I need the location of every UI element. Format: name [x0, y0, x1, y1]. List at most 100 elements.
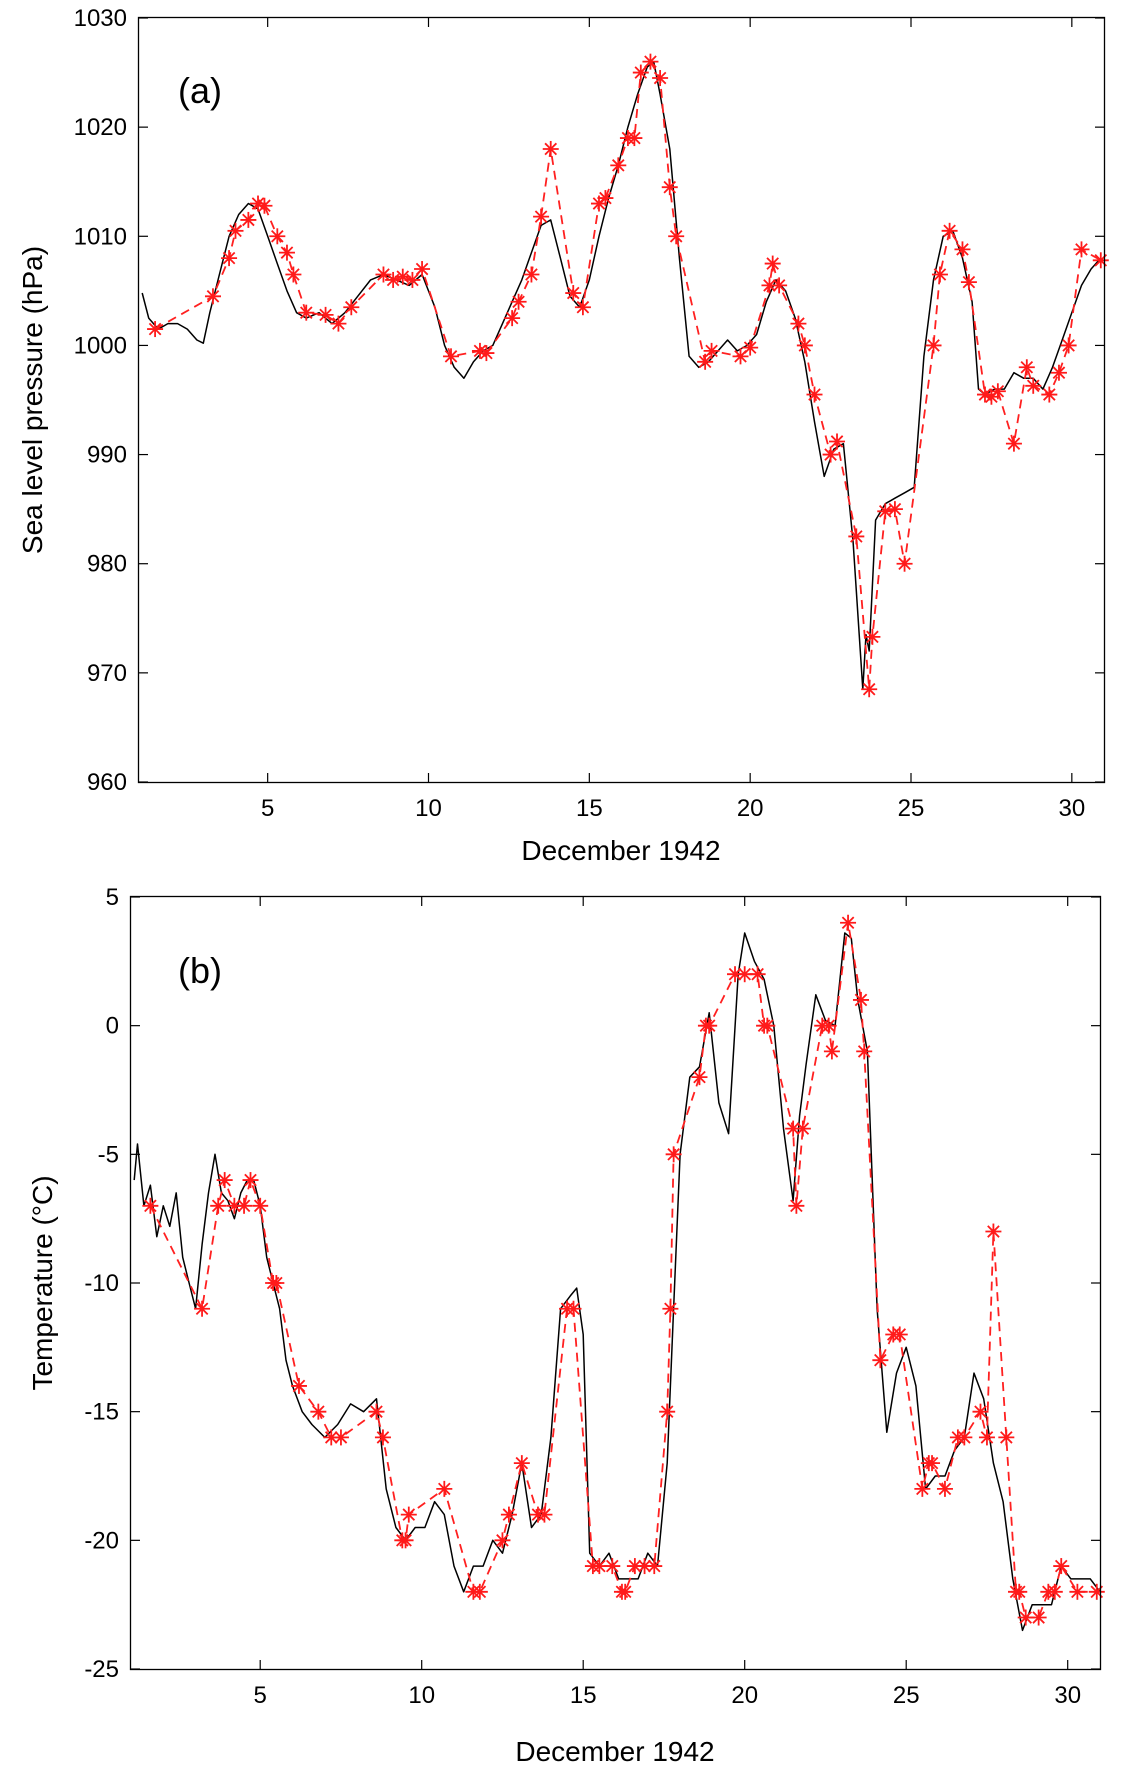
asterisk-marker: [806, 386, 823, 403]
asterisk-marker: [574, 299, 591, 316]
asterisk-marker: [852, 991, 869, 1008]
asterisk-marker: [662, 1300, 679, 1317]
x-tick-label: 30: [1054, 1682, 1081, 1709]
asterisk-marker: [332, 1429, 349, 1446]
x-tick-label: 20: [737, 795, 764, 822]
x-tick-label: 15: [576, 795, 603, 822]
asterisk-marker: [147, 321, 164, 338]
asterisk-marker: [610, 157, 627, 174]
x-tick-label: 5: [261, 795, 274, 822]
y-tick-label: 0: [106, 1013, 119, 1040]
panel-b-temperature-chart: (b) 5 10 15 20 25 30 -25 -20 -15 -10 -5 0 5 December…: [27, 884, 1105, 1767]
asterisk-marker: [697, 353, 714, 370]
asterisk-marker: [252, 1197, 269, 1214]
asterisk-marker: [856, 1043, 873, 1060]
asterisk-marker: [829, 433, 846, 450]
panel-a-tick-labels: 5 10 15 20 25 30 960 970 980 990 1000 1010 1020 1030: [74, 5, 1086, 822]
asterisk-marker: [840, 914, 857, 931]
asterisk-marker: [626, 130, 643, 147]
asterisk-marker: [872, 1352, 889, 1369]
x-tick-label: 10: [408, 1682, 435, 1709]
asterisk-marker: [414, 261, 431, 278]
asterisk-marker: [861, 681, 878, 698]
asterisk-marker: [931, 266, 948, 283]
asterisk-marker: [914, 1480, 931, 1497]
y-tick-label: 1020: [74, 114, 127, 141]
asterisk-marker: [864, 628, 881, 645]
asterisk-marker: [954, 241, 971, 258]
asterisk-marker: [703, 342, 720, 359]
asterisk-marker: [597, 190, 614, 207]
y-tick-label: 1000: [74, 332, 127, 359]
asterisk-marker: [1025, 377, 1042, 394]
asterisk-marker: [972, 1403, 989, 1420]
asterisk-marker: [652, 70, 669, 87]
asterisk-marker: [759, 1017, 776, 1034]
asterisk-marker: [1069, 1583, 1086, 1600]
panel-b-x-axis-title: December 1942: [515, 1736, 714, 1767]
panel-a-y-axis-title: Sea level pressure (hPa): [17, 246, 48, 554]
asterisk-marker: [330, 315, 347, 332]
asterisk-marker: [632, 64, 649, 81]
asterisk-marker: [533, 208, 550, 225]
asterisk-marker: [204, 288, 221, 305]
y-tick-label: 990: [87, 442, 127, 469]
asterisk-marker: [536, 1506, 553, 1523]
asterisk-marker: [924, 1455, 941, 1472]
asterisk-marker: [925, 337, 942, 354]
y-tick-label: -25: [84, 1656, 119, 1683]
x-tick-label: 15: [570, 1682, 597, 1709]
asterisk-marker: [886, 501, 903, 518]
asterisk-marker: [290, 1377, 307, 1394]
asterisk-marker: [471, 1583, 488, 1600]
panel-b-red-markers: [142, 914, 1105, 1626]
asterisk-marker: [478, 345, 495, 362]
asterisk-marker: [823, 1043, 840, 1060]
asterisk-marker: [400, 1506, 417, 1523]
x-tick-label: 10: [415, 795, 442, 822]
asterisk-marker: [771, 277, 788, 294]
panel-a-ticks: [139, 17, 1104, 783]
asterisk-marker: [1011, 1583, 1028, 1600]
y-tick-label: 1010: [74, 223, 127, 250]
asterisk-marker: [343, 299, 360, 316]
asterisk-marker: [1088, 1583, 1105, 1600]
asterisk-marker: [646, 1558, 663, 1575]
y-tick-label: 1030: [74, 5, 127, 32]
y-tick-label: 960: [87, 769, 127, 796]
asterisk-marker: [956, 1429, 973, 1446]
asterisk-marker: [504, 310, 521, 327]
asterisk-marker: [278, 244, 295, 261]
asterisk-marker: [317, 306, 334, 323]
asterisk-marker: [1092, 252, 1109, 269]
asterisk-marker: [848, 528, 865, 545]
asterisk-marker: [617, 1583, 634, 1600]
asterisk-marker: [691, 1069, 708, 1086]
asterisk-marker: [604, 1558, 621, 1575]
asterisk-marker: [1030, 1609, 1047, 1626]
asterisk-marker: [796, 337, 813, 354]
asterisk-marker: [565, 1300, 582, 1317]
asterisk-marker: [790, 315, 807, 332]
x-tick-label: 25: [898, 795, 925, 822]
asterisk-marker: [661, 179, 678, 196]
panel-a-pressure-chart: (a) 5 10 15 20 25 30 960 970 980 990 1000 1010 1020 1…: [17, 5, 1109, 866]
asterisk-marker: [788, 1197, 805, 1214]
asterisk-marker: [221, 250, 238, 267]
asterisk-marker: [510, 293, 527, 310]
panel-a-x-axis-title: December 1942: [521, 835, 720, 866]
panel-a-red-dashed-line: [154, 60, 1102, 690]
asterisk-marker: [194, 1300, 211, 1317]
asterisk-marker: [668, 228, 685, 245]
asterisk-marker: [565, 285, 582, 302]
asterisk-marker: [436, 1480, 453, 1497]
asterisk-marker: [985, 1223, 1002, 1240]
panel-a-red-markers: [147, 53, 1109, 698]
x-tick-label: 25: [893, 1682, 920, 1709]
y-tick-label: 5: [106, 884, 119, 911]
panel-b-frame: [129, 895, 1102, 1671]
x-tick-label: 30: [1058, 795, 1085, 822]
panel-b-red-dashed-line: [149, 922, 1097, 1619]
asterisk-marker: [742, 339, 759, 356]
